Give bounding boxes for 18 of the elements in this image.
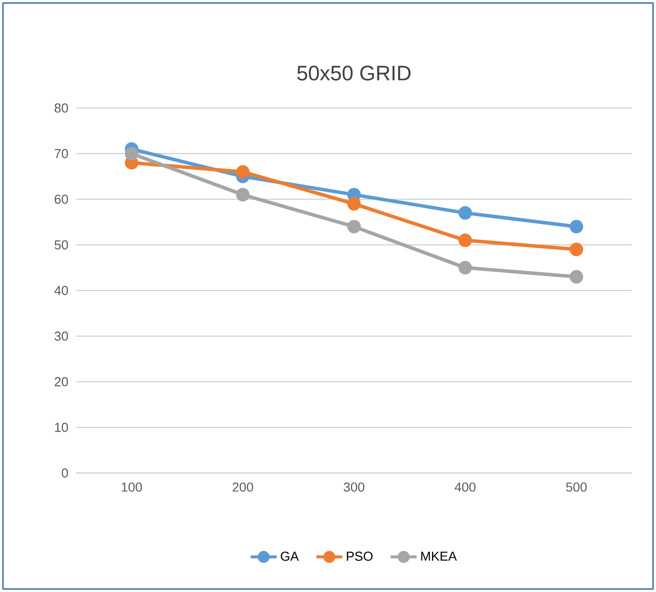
legend-label: MKEA <box>421 552 457 561</box>
y-tick-label: 60 <box>54 194 68 204</box>
chart-title: 50x50 GRID <box>297 66 411 80</box>
y-tick-label: 20 <box>54 377 68 386</box>
x-tick-label: 400 <box>454 482 476 492</box>
y-tick-label: 50 <box>54 240 68 250</box>
y-tick-label: 80 <box>54 103 68 113</box>
x-tick-label: 100 <box>122 482 142 492</box>
y-tick-label: 0 <box>62 468 68 478</box>
y-tick-label: 30 <box>54 332 68 341</box>
legend-label: GA <box>280 552 299 561</box>
x-tick-label: 200 <box>232 482 254 492</box>
legend-label: PSO <box>346 552 373 561</box>
y-tick-label: 40 <box>54 286 68 296</box>
x-tick-label: 300 <box>344 482 364 492</box>
x-tick-label: 500 <box>566 482 587 492</box>
y-tick-label: 10 <box>55 422 68 432</box>
y-tick-label: 70 <box>54 149 68 158</box>
